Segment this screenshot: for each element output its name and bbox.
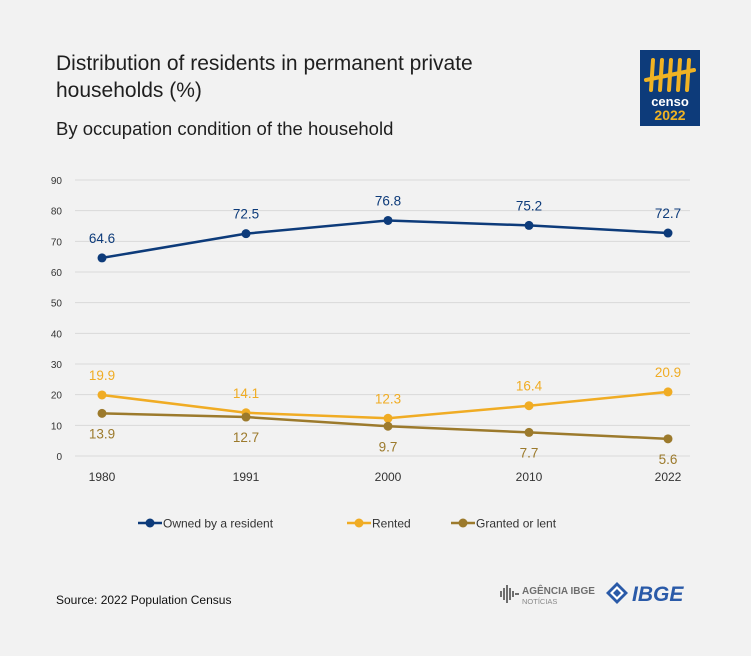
legend-entry: Owned by a resident bbox=[163, 517, 274, 531]
data-point bbox=[97, 390, 107, 400]
line-chart: 0 10 20 30 40 50 60 70 80 90 1980 1991 2000 2010 2022… bbox=[51, 176, 690, 531]
x-axis: 1980 1991 2000 2010 2022 bbox=[89, 470, 682, 484]
data-label: 19.9 bbox=[89, 368, 115, 383]
x-tick-label: 1980 bbox=[89, 470, 116, 484]
data-label: 64.6 bbox=[89, 231, 115, 246]
censo-2022-logo: censo 2022 bbox=[640, 50, 700, 126]
source-note: Source: 2022 Population Census bbox=[56, 593, 232, 607]
chart-subtitle: By occupation condition of the household bbox=[56, 118, 394, 139]
y-tick-label: 30 bbox=[51, 360, 63, 371]
y-axis: 0 10 20 30 40 50 60 70 80 90 bbox=[51, 176, 63, 463]
tally-marks-icon bbox=[644, 58, 696, 92]
chart-grid bbox=[75, 179, 690, 457]
data-label: 12.7 bbox=[233, 430, 259, 445]
data-label: 72.7 bbox=[655, 206, 681, 221]
chart-legend: Owned by a resident Rented Granted or lent bbox=[138, 517, 557, 531]
y-tick-label: 60 bbox=[51, 268, 63, 279]
data-point bbox=[524, 220, 534, 230]
agencia-ibge-logo: AGÊNCIA IBGE NOTÍCIAS bbox=[500, 584, 595, 606]
data-point bbox=[524, 427, 534, 437]
data-label: 16.4 bbox=[516, 379, 543, 394]
data-label: 5.6 bbox=[659, 452, 678, 467]
data-point bbox=[663, 434, 673, 444]
y-tick-label: 10 bbox=[51, 421, 63, 432]
y-tick-label: 20 bbox=[51, 391, 63, 402]
data-point bbox=[663, 228, 673, 238]
data-point bbox=[383, 215, 393, 225]
data-point bbox=[663, 387, 673, 397]
chart-series: 64.6 72.5 76.8 75.2 72.7 19.9 14.1 12.3 16.4 20.9… bbox=[89, 193, 681, 466]
data-point bbox=[524, 401, 534, 411]
data-point bbox=[97, 408, 107, 418]
data-label: 75.2 bbox=[516, 198, 542, 213]
legend-swatch-marker bbox=[458, 518, 468, 528]
data-label: 14.1 bbox=[233, 386, 259, 401]
legend-entry: Granted or lent bbox=[476, 517, 557, 531]
y-tick-label: 90 bbox=[51, 176, 63, 187]
legend-entry: Rented bbox=[372, 517, 411, 531]
censo-logo-year: 2022 bbox=[654, 107, 685, 123]
x-tick-label: 1991 bbox=[233, 470, 260, 484]
data-point bbox=[383, 413, 393, 423]
agencia-logo-line1: AGÊNCIA IBGE bbox=[522, 584, 595, 597]
x-tick-label: 2000 bbox=[375, 470, 402, 484]
legend-swatch-marker bbox=[354, 518, 364, 528]
legend-swatch-marker bbox=[145, 518, 155, 528]
y-tick-label: 50 bbox=[51, 299, 63, 310]
data-label: 12.3 bbox=[375, 391, 401, 406]
x-tick-label: 2010 bbox=[516, 470, 543, 484]
data-point bbox=[241, 229, 251, 239]
ibge-logo-text: IBGE bbox=[632, 583, 684, 606]
y-tick-label: 40 bbox=[51, 329, 63, 340]
x-tick-label: 2022 bbox=[655, 470, 682, 484]
censo-logo-word: censo bbox=[651, 94, 689, 109]
data-point bbox=[97, 253, 107, 263]
data-label: 7.7 bbox=[520, 445, 539, 460]
ibge-logo-icon bbox=[606, 582, 628, 604]
data-label: 72.5 bbox=[233, 207, 259, 222]
data-label: 76.8 bbox=[375, 193, 401, 208]
chart-title: Distribution of residents in permanent p… bbox=[56, 52, 473, 102]
series-line bbox=[101, 219, 669, 260]
y-tick-label: 70 bbox=[51, 237, 63, 248]
agencia-logo-icon bbox=[500, 585, 519, 603]
data-point bbox=[383, 421, 393, 431]
y-tick-label: 0 bbox=[56, 452, 62, 463]
ibge-logo: IBGE bbox=[606, 582, 684, 606]
data-label: 20.9 bbox=[655, 365, 681, 380]
data-label: 9.7 bbox=[379, 439, 398, 454]
data-label: 13.9 bbox=[89, 426, 115, 441]
data-point bbox=[241, 412, 251, 422]
y-tick-label: 80 bbox=[51, 207, 63, 218]
agencia-logo-line2: NOTÍCIAS bbox=[522, 597, 557, 606]
